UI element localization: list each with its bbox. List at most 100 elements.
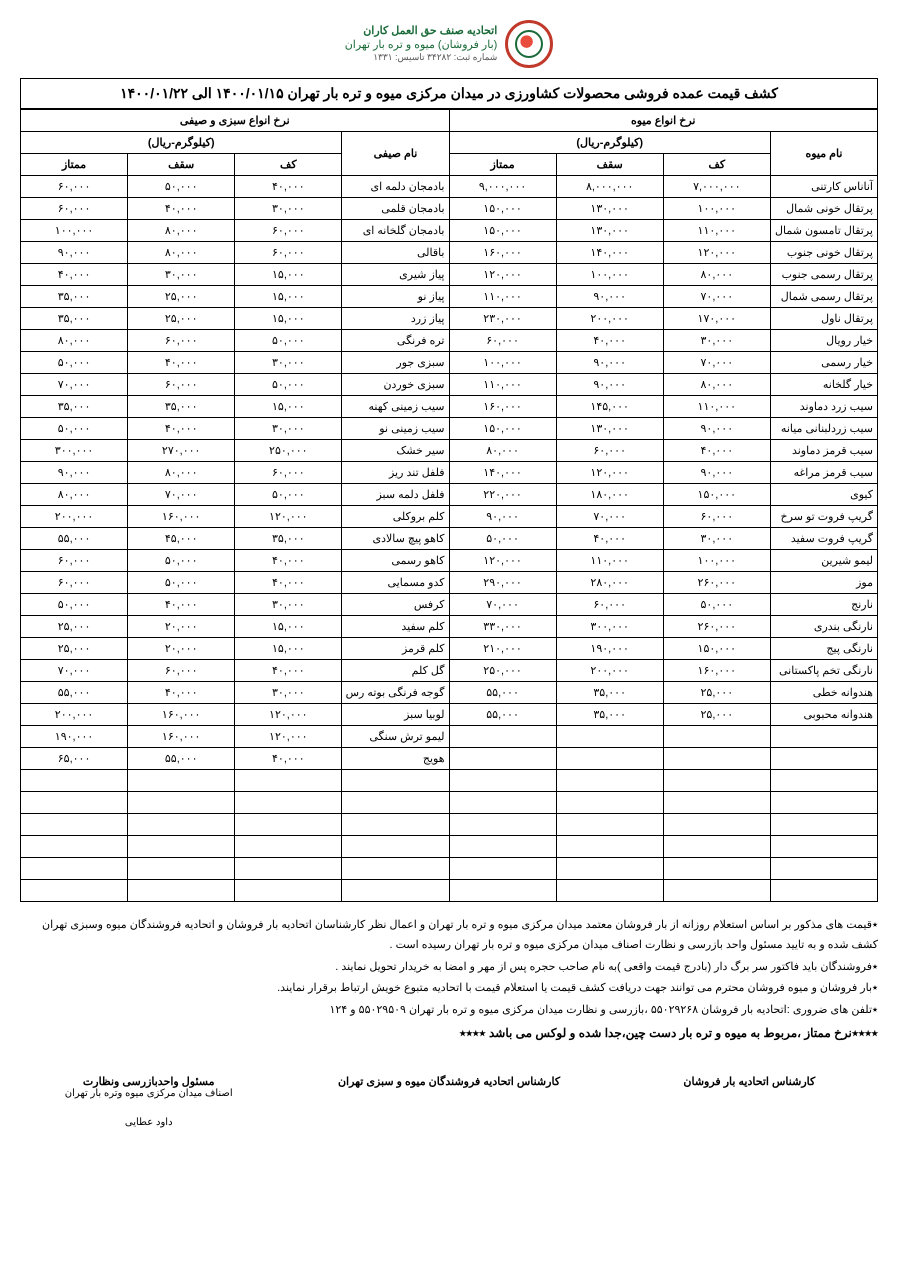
fruit-momtaz: ۲۵۰,۰۰۰ <box>449 660 556 682</box>
table-row: سیب زرد دماوند۱۱۰,۰۰۰۱۴۵,۰۰۰۱۶۰,۰۰۰سیب ز… <box>21 396 878 418</box>
veg-saghf: ۶۰,۰۰۰ <box>128 660 235 682</box>
veg-saghf: ۴۵,۰۰۰ <box>128 528 235 550</box>
fruit-kaf <box>663 748 770 770</box>
veg-kaf: ۱۵,۰۰۰ <box>235 396 342 418</box>
col-momtaz: ممتاز <box>21 154 128 176</box>
fruit-momtaz: ۱۲۰,۰۰۰ <box>449 264 556 286</box>
veg-name: کاهو پیچ سالادی <box>342 528 449 550</box>
table-row: سیب قرمز مراغه۹۰,۰۰۰۱۲۰,۰۰۰۱۴۰,۰۰۰فلفل ت… <box>21 462 878 484</box>
veg-kaf <box>235 836 342 858</box>
note-line: ٭فروشندگان باید فاکتور سر برگ دار (بادرج… <box>20 958 878 978</box>
fruit-saghf <box>556 770 663 792</box>
fruit-saghf: ۳۵,۰۰۰ <box>556 704 663 726</box>
fruit-name: هندوانه خطی <box>770 682 877 704</box>
veg-saghf <box>128 814 235 836</box>
table-row: پرتقال رسمی شمال۷۰,۰۰۰۹۰,۰۰۰۱۱۰,۰۰۰پیاز … <box>21 286 878 308</box>
veg-section-header: نرخ انواع سبزی و صیفی <box>21 110 450 132</box>
veg-saghf: ۷۰,۰۰۰ <box>128 484 235 506</box>
veg-saghf: ۲۷۰,۰۰۰ <box>128 440 235 462</box>
fruit-name: گریپ فروت سفید <box>770 528 877 550</box>
fruit-saghf: ۴۰,۰۰۰ <box>556 330 663 352</box>
fruit-name: خیار رویال <box>770 330 877 352</box>
fruit-saghf: ۲۰۰,۰۰۰ <box>556 308 663 330</box>
veg-name <box>342 792 449 814</box>
veg-kaf: ۵۰,۰۰۰ <box>235 484 342 506</box>
table-row: آناناس کارتنی۷,۰۰۰,۰۰۰۸,۰۰۰,۰۰۰۹,۰۰۰,۰۰۰… <box>21 176 878 198</box>
org-line1: اتحادیه صنف حق العمل کاران <box>345 24 498 38</box>
fruit-kaf <box>663 792 770 814</box>
fruit-kaf: ۶۰,۰۰۰ <box>663 506 770 528</box>
fruit-momtaz: ۲۹۰,۰۰۰ <box>449 572 556 594</box>
fruit-name <box>770 748 877 770</box>
veg-saghf: ۲۰,۰۰۰ <box>128 616 235 638</box>
veg-saghf: ۵۰,۰۰۰ <box>128 176 235 198</box>
veg-kaf: ۶۰,۰۰۰ <box>235 242 342 264</box>
fruit-momtaz: ۱۴۰,۰۰۰ <box>449 462 556 484</box>
note-line: ٭تلفن های ضروری :اتحادیه بار فروشان ۵۵۰۲… <box>20 1001 878 1021</box>
fruit-saghf: ۷۰,۰۰۰ <box>556 506 663 528</box>
veg-kaf: ۱۵,۰۰۰ <box>235 638 342 660</box>
veg-kaf <box>235 880 342 902</box>
veg-name <box>342 836 449 858</box>
veg-saghf: ۵۰,۰۰۰ <box>128 550 235 572</box>
veg-name: فلفل دلمه سبز <box>342 484 449 506</box>
veg-kaf <box>235 792 342 814</box>
fruit-saghf: ۸,۰۰۰,۰۰۰ <box>556 176 663 198</box>
fruit-momtaz <box>449 726 556 748</box>
table-row: پرتقال خونی شمال۱۰۰,۰۰۰۱۳۰,۰۰۰۱۵۰,۰۰۰باد… <box>21 198 878 220</box>
fruit-saghf <box>556 836 663 858</box>
fruit-kaf: ۴۰,۰۰۰ <box>663 440 770 462</box>
fruit-momtaz: ۸۰,۰۰۰ <box>449 440 556 462</box>
veg-name <box>342 858 449 880</box>
fruit-name <box>770 770 877 792</box>
table-row: سیب قرمز دماوند۴۰,۰۰۰۶۰,۰۰۰۸۰,۰۰۰سیر خشک… <box>21 440 878 462</box>
veg-momtaz: ۸۰,۰۰۰ <box>21 330 128 352</box>
veg-name: گل کلم <box>342 660 449 682</box>
fruit-saghf: ۹۰,۰۰۰ <box>556 352 663 374</box>
fruit-kaf: ۱۵۰,۰۰۰ <box>663 638 770 660</box>
veg-name: پیاز زرد <box>342 308 449 330</box>
veg-name: پیاز نو <box>342 286 449 308</box>
veg-kaf: ۳۰,۰۰۰ <box>235 682 342 704</box>
col-fruit-name: نام میوه <box>770 132 877 176</box>
fruit-saghf: ۲۸۰,۰۰۰ <box>556 572 663 594</box>
fruit-saghf: ۳۰۰,۰۰۰ <box>556 616 663 638</box>
veg-saghf <box>128 792 235 814</box>
veg-saghf: ۳۵,۰۰۰ <box>128 396 235 418</box>
col-veg-name: نام صیفی <box>342 132 449 176</box>
fruit-kaf: ۲۶۰,۰۰۰ <box>663 572 770 594</box>
veg-kaf: ۵۰,۰۰۰ <box>235 330 342 352</box>
veg-momtaz: ۲۰۰,۰۰۰ <box>21 506 128 528</box>
fruit-momtaz: ۱۶۰,۰۰۰ <box>449 242 556 264</box>
fruit-momtaz: ۱۰۰,۰۰۰ <box>449 352 556 374</box>
fruit-momtaz: ۲۱۰,۰۰۰ <box>449 638 556 660</box>
veg-saghf: ۲۰,۰۰۰ <box>128 638 235 660</box>
fruit-name: سیب قرمز دماوند <box>770 440 877 462</box>
fruit-kaf: ۲۵,۰۰۰ <box>663 704 770 726</box>
veg-name: کلم بروکلی <box>342 506 449 528</box>
fruit-saghf: ۳۵,۰۰۰ <box>556 682 663 704</box>
veg-name: کلم قرمز <box>342 638 449 660</box>
veg-name: سیب زمینی نو <box>342 418 449 440</box>
fruit-name: پرتقال رسمی جنوب <box>770 264 877 286</box>
fruit-name: خیار رسمی <box>770 352 877 374</box>
table-row: خیار گلخانه۸۰,۰۰۰۹۰,۰۰۰۱۱۰,۰۰۰سبزی خوردن… <box>21 374 878 396</box>
org-line2: (بار فروشان) میوه و تره بار تهران <box>345 38 498 52</box>
fruit-momtaz: ۵۰,۰۰۰ <box>449 528 556 550</box>
fruit-momtaz <box>449 748 556 770</box>
veg-kaf: ۵۰,۰۰۰ <box>235 374 342 396</box>
signatures: کارشناس اتحادیه بار فروشان کارشناس اتحاد… <box>20 1075 878 1128</box>
fruit-name: خیار گلخانه <box>770 374 877 396</box>
fruit-saghf: ۹۰,۰۰۰ <box>556 286 663 308</box>
fruit-name: پرتقال رسمی شمال <box>770 286 877 308</box>
veg-kaf: ۳۰,۰۰۰ <box>235 594 342 616</box>
fruit-saghf: ۱۲۰,۰۰۰ <box>556 462 663 484</box>
fruit-kaf <box>663 726 770 748</box>
veg-name: پیاز شیری <box>342 264 449 286</box>
veg-name: بادمجان قلمی <box>342 198 449 220</box>
veg-kaf: ۴۰,۰۰۰ <box>235 550 342 572</box>
note-line: ٭بار فروشان و میوه فروشان محترم می توانن… <box>20 979 878 999</box>
fruit-name: سیب زرد دماوند <box>770 396 877 418</box>
veg-momtaz: ۲۰۰,۰۰۰ <box>21 704 128 726</box>
fruit-kaf: ۷۰,۰۰۰ <box>663 286 770 308</box>
